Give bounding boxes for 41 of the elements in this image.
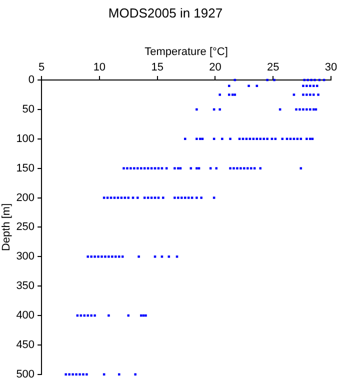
y-tick-label: 450 — [16, 338, 35, 351]
point — [281, 138, 284, 140]
x-tick-label: 25 — [266, 61, 280, 74]
point — [296, 138, 299, 140]
x-tick-label: 5 — [38, 61, 45, 74]
y-tick-label: 250 — [16, 221, 35, 234]
point — [118, 373, 120, 376]
x-tick-label: 20 — [209, 61, 222, 74]
y-tick-label: 50 — [22, 103, 35, 116]
chart-title: MODS2005 in 1927 — [108, 5, 223, 20]
point — [242, 138, 244, 140]
x-tick-label: 15 — [151, 61, 164, 74]
y-tick-label: 400 — [16, 310, 35, 322]
point — [140, 314, 142, 317]
x-axis-title: Temperature [°C] — [144, 46, 228, 58]
x-tick-label: 10 — [93, 61, 106, 74]
point — [248, 138, 252, 140]
y-tick-label: 500 — [16, 368, 35, 380]
y-tick-label: 100 — [16, 132, 35, 145]
point — [300, 138, 302, 140]
point — [184, 138, 186, 140]
point — [238, 138, 241, 140]
point — [289, 138, 292, 140]
y-tick-label: 350 — [16, 280, 35, 292]
point — [311, 138, 314, 140]
y-tick-label: 0 — [28, 74, 35, 86]
point — [286, 138, 288, 140]
point — [212, 138, 216, 140]
y-tick-label: 300 — [16, 250, 35, 263]
y-axis-title: Depth [m] — [0, 203, 13, 252]
point — [270, 138, 274, 140]
y-tick-label: 150 — [16, 162, 35, 174]
point — [259, 138, 262, 140]
point — [256, 138, 258, 140]
point — [252, 138, 255, 140]
point — [245, 138, 248, 140]
point — [201, 138, 204, 140]
x-tick-label: 30 — [324, 61, 338, 74]
point — [292, 138, 296, 140]
y-tick-label: 200 — [16, 192, 35, 204]
point — [274, 138, 277, 140]
